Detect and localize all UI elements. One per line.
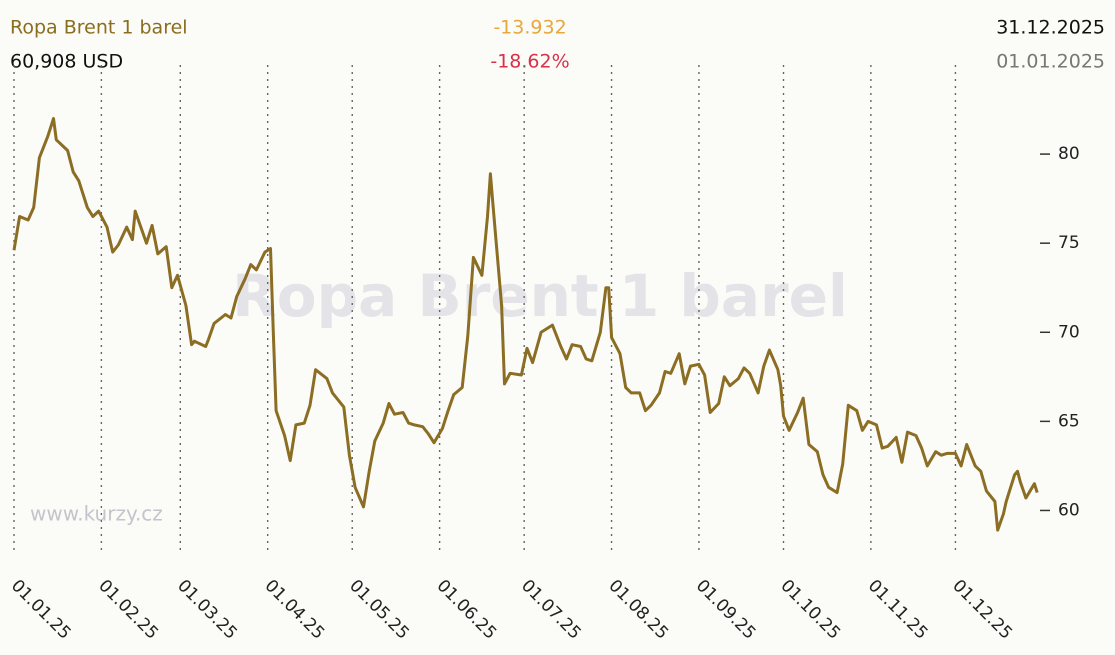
x-tick-label: 01.03.25 bbox=[173, 576, 241, 644]
x-tick-label: 01.11.25 bbox=[864, 576, 932, 644]
x-tick-label: 01.09.25 bbox=[692, 576, 760, 644]
x-tick-label: 01.05.25 bbox=[345, 576, 413, 644]
y-tick-label: 65 bbox=[1058, 411, 1080, 431]
watermark: Ropa Brent 1 barel bbox=[232, 262, 848, 330]
source: www.kurzy.cz bbox=[30, 502, 163, 526]
change-pct: -18.62% bbox=[490, 51, 569, 73]
x-tick-label: 01.07.25 bbox=[517, 576, 585, 644]
x-tick-label: 01.04.25 bbox=[261, 576, 329, 644]
price: 60,908 USD bbox=[10, 51, 123, 73]
x-tick-label: 01.06.25 bbox=[433, 576, 501, 644]
x-tick-label: 01.12.25 bbox=[948, 576, 1016, 644]
x-tick-label: 01.01.25 bbox=[7, 576, 75, 644]
x-tick-label: 01.08.25 bbox=[604, 576, 672, 644]
y-tick-label: 75 bbox=[1058, 233, 1080, 253]
date-start: 01.01.2025 bbox=[996, 51, 1105, 73]
title: Ropa Brent 1 barel bbox=[10, 17, 188, 39]
price-line bbox=[12, 117, 1039, 532]
y-tick-label: 80 bbox=[1058, 144, 1080, 164]
x-tick-label: 01.10.25 bbox=[776, 576, 844, 644]
x-tick-label: 01.02.25 bbox=[94, 576, 162, 644]
date-end: 31.12.2025 bbox=[996, 17, 1105, 39]
y-tick-label: 60 bbox=[1058, 500, 1080, 520]
y-tick-label: 70 bbox=[1058, 322, 1080, 342]
change: -13.932 bbox=[493, 17, 566, 39]
